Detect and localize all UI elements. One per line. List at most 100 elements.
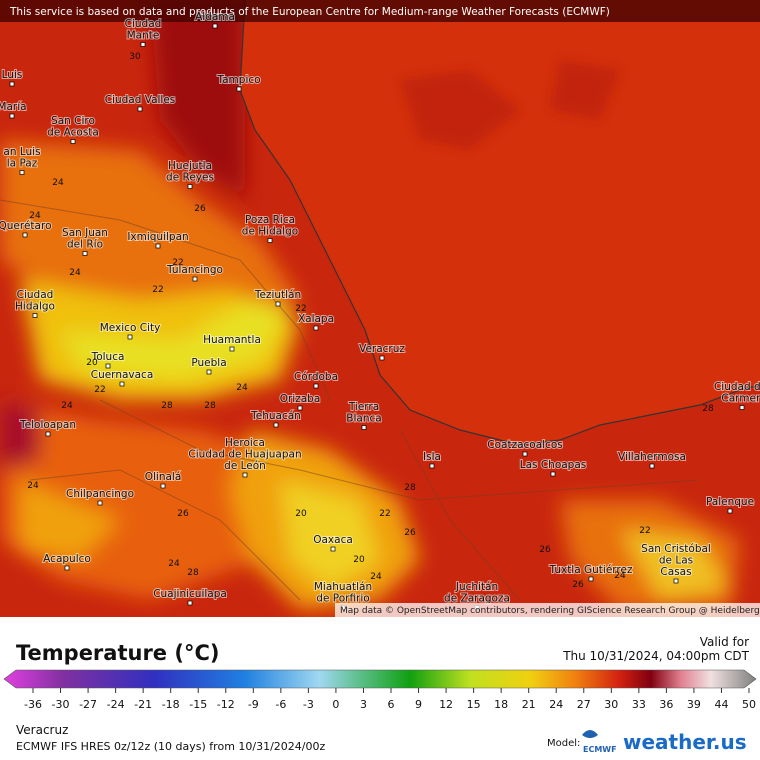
- city-dot: [127, 334, 133, 340]
- city-label: Orizaba: [280, 393, 321, 405]
- city-label: Poza Rica de Hidalgo: [242, 214, 298, 238]
- city-dot: [187, 184, 193, 189]
- city-dot: [105, 363, 111, 369]
- city-dot: [649, 463, 655, 469]
- city-label-line: Córdoba: [294, 371, 338, 383]
- city-dot: [673, 578, 679, 584]
- city-dot: [70, 139, 76, 144]
- city-dot: [212, 23, 218, 29]
- city-dot: [267, 238, 273, 243]
- sea-shading: [400, 60, 620, 150]
- city-label-line: de Porfirio: [316, 593, 369, 605]
- city-dot: [64, 565, 70, 571]
- contour-label: 24: [370, 572, 382, 582]
- city-label: Tuxtla Gutiérrez: [549, 564, 633, 576]
- contour-label: 28: [187, 568, 199, 578]
- city-dot: [187, 600, 193, 606]
- city-label: Tampico: [216, 74, 260, 86]
- city-label: Las Choapas: [520, 459, 587, 471]
- colorbar-tick-label: 36: [659, 698, 673, 711]
- city-label-line: Heroica: [225, 437, 265, 449]
- contour-label: 24: [614, 571, 626, 581]
- city-label: Veracruz: [359, 343, 405, 355]
- city-label: Luis: [2, 69, 23, 81]
- city-dot: [32, 313, 38, 318]
- city-dot: [739, 405, 745, 410]
- city-label-line: Puebla: [191, 357, 226, 369]
- city-label-line: Tampico: [216, 74, 260, 86]
- city-label: Tulancingo: [166, 264, 223, 276]
- colorbar-tick-label: 12: [439, 698, 453, 711]
- contour-label: 24: [69, 268, 81, 278]
- city-label-line: de Reyes: [166, 172, 214, 184]
- city-label: San Cristóbal de Las Casas: [641, 543, 711, 578]
- city-label-line: Oaxaca: [313, 534, 353, 546]
- city-dot: [229, 346, 235, 352]
- contour-label: 22: [172, 258, 183, 268]
- city-label: San Ciro de Acosta: [47, 115, 99, 139]
- contour-label: 22: [639, 526, 650, 536]
- colorbar-tick-label: -30: [52, 698, 70, 711]
- coastline: [239, 0, 760, 446]
- city-label: an Luis la Paz: [3, 146, 40, 170]
- city-label: San Juan del Río: [62, 227, 108, 251]
- city-label: Ciudad Mante: [125, 18, 162, 42]
- city-label-line: Ciudad: [17, 289, 54, 301]
- contour-label: 30: [129, 52, 141, 62]
- city-dot: [82, 251, 88, 256]
- city-label: Xalapa: [298, 313, 334, 325]
- contour-label: 22: [152, 285, 163, 295]
- contour-label: 22: [94, 385, 105, 395]
- city-label-line: Tulancingo: [166, 264, 223, 276]
- city-label: Teloloapan: [19, 419, 76, 431]
- city-label-line: Palenque: [706, 496, 754, 508]
- banner-bg: [0, 0, 760, 22]
- city-label-line: Isla: [423, 451, 441, 463]
- city-label: Ciudad delCarmen: [714, 381, 760, 405]
- colorbar-tick-label: 21: [522, 698, 536, 711]
- city-label: Huamantla: [203, 334, 261, 346]
- city-label: Ciudad Valles: [105, 94, 176, 106]
- city-label-line: Teloloapan: [19, 419, 76, 431]
- colorbar-tick-label: 39: [687, 698, 701, 711]
- city-label-line: Ciudad del: [714, 381, 760, 393]
- contour-label: 24: [61, 401, 73, 411]
- brand[interactable]: weather.us: [623, 730, 747, 754]
- ecmwf-icon: [582, 730, 598, 738]
- contour-label: 20: [353, 555, 365, 565]
- city-dot: [137, 106, 143, 112]
- city-dot: [19, 170, 25, 175]
- contour-label: 26: [572, 580, 584, 590]
- contour-label: 28: [404, 483, 416, 493]
- contour-label: 26: [539, 545, 551, 555]
- city-label-line: Cuernavaca: [91, 369, 154, 381]
- city-label-line: de León: [224, 460, 266, 472]
- city-dot: [429, 463, 435, 469]
- city-label: Mexico City: [100, 322, 161, 334]
- city-label-line: Ciudad Valles: [105, 94, 176, 106]
- colorbar-tick-label: -36: [24, 698, 42, 711]
- city-label-line: Blanca: [346, 413, 381, 425]
- colorbar-tick-label: 3: [360, 698, 367, 711]
- city-label: Chilpancingo: [66, 488, 134, 500]
- contour-label: 22: [379, 509, 390, 519]
- contour-label: 22: [295, 304, 306, 314]
- city-dot: [22, 232, 28, 238]
- colorbar-tick-label: -9: [248, 698, 259, 711]
- city-dot: [550, 471, 556, 477]
- city-dot: [155, 243, 161, 249]
- city-label-line: Olinalá: [145, 471, 182, 483]
- city-dot: [273, 422, 279, 428]
- city-label-line: Acapulco: [43, 553, 91, 565]
- city-label: Juchitán de Zaragoza: [444, 581, 510, 605]
- colorbar-tick-label: -15: [189, 698, 207, 711]
- city-label-line: Veracruz: [359, 343, 405, 355]
- contour-label: 24: [27, 481, 39, 491]
- city-label-line: María: [0, 101, 27, 113]
- city-label: Acapulco: [43, 553, 91, 565]
- city-dot: [297, 405, 303, 411]
- city-label-line: Villahermosa: [618, 451, 686, 463]
- city-label: Córdoba: [294, 371, 338, 383]
